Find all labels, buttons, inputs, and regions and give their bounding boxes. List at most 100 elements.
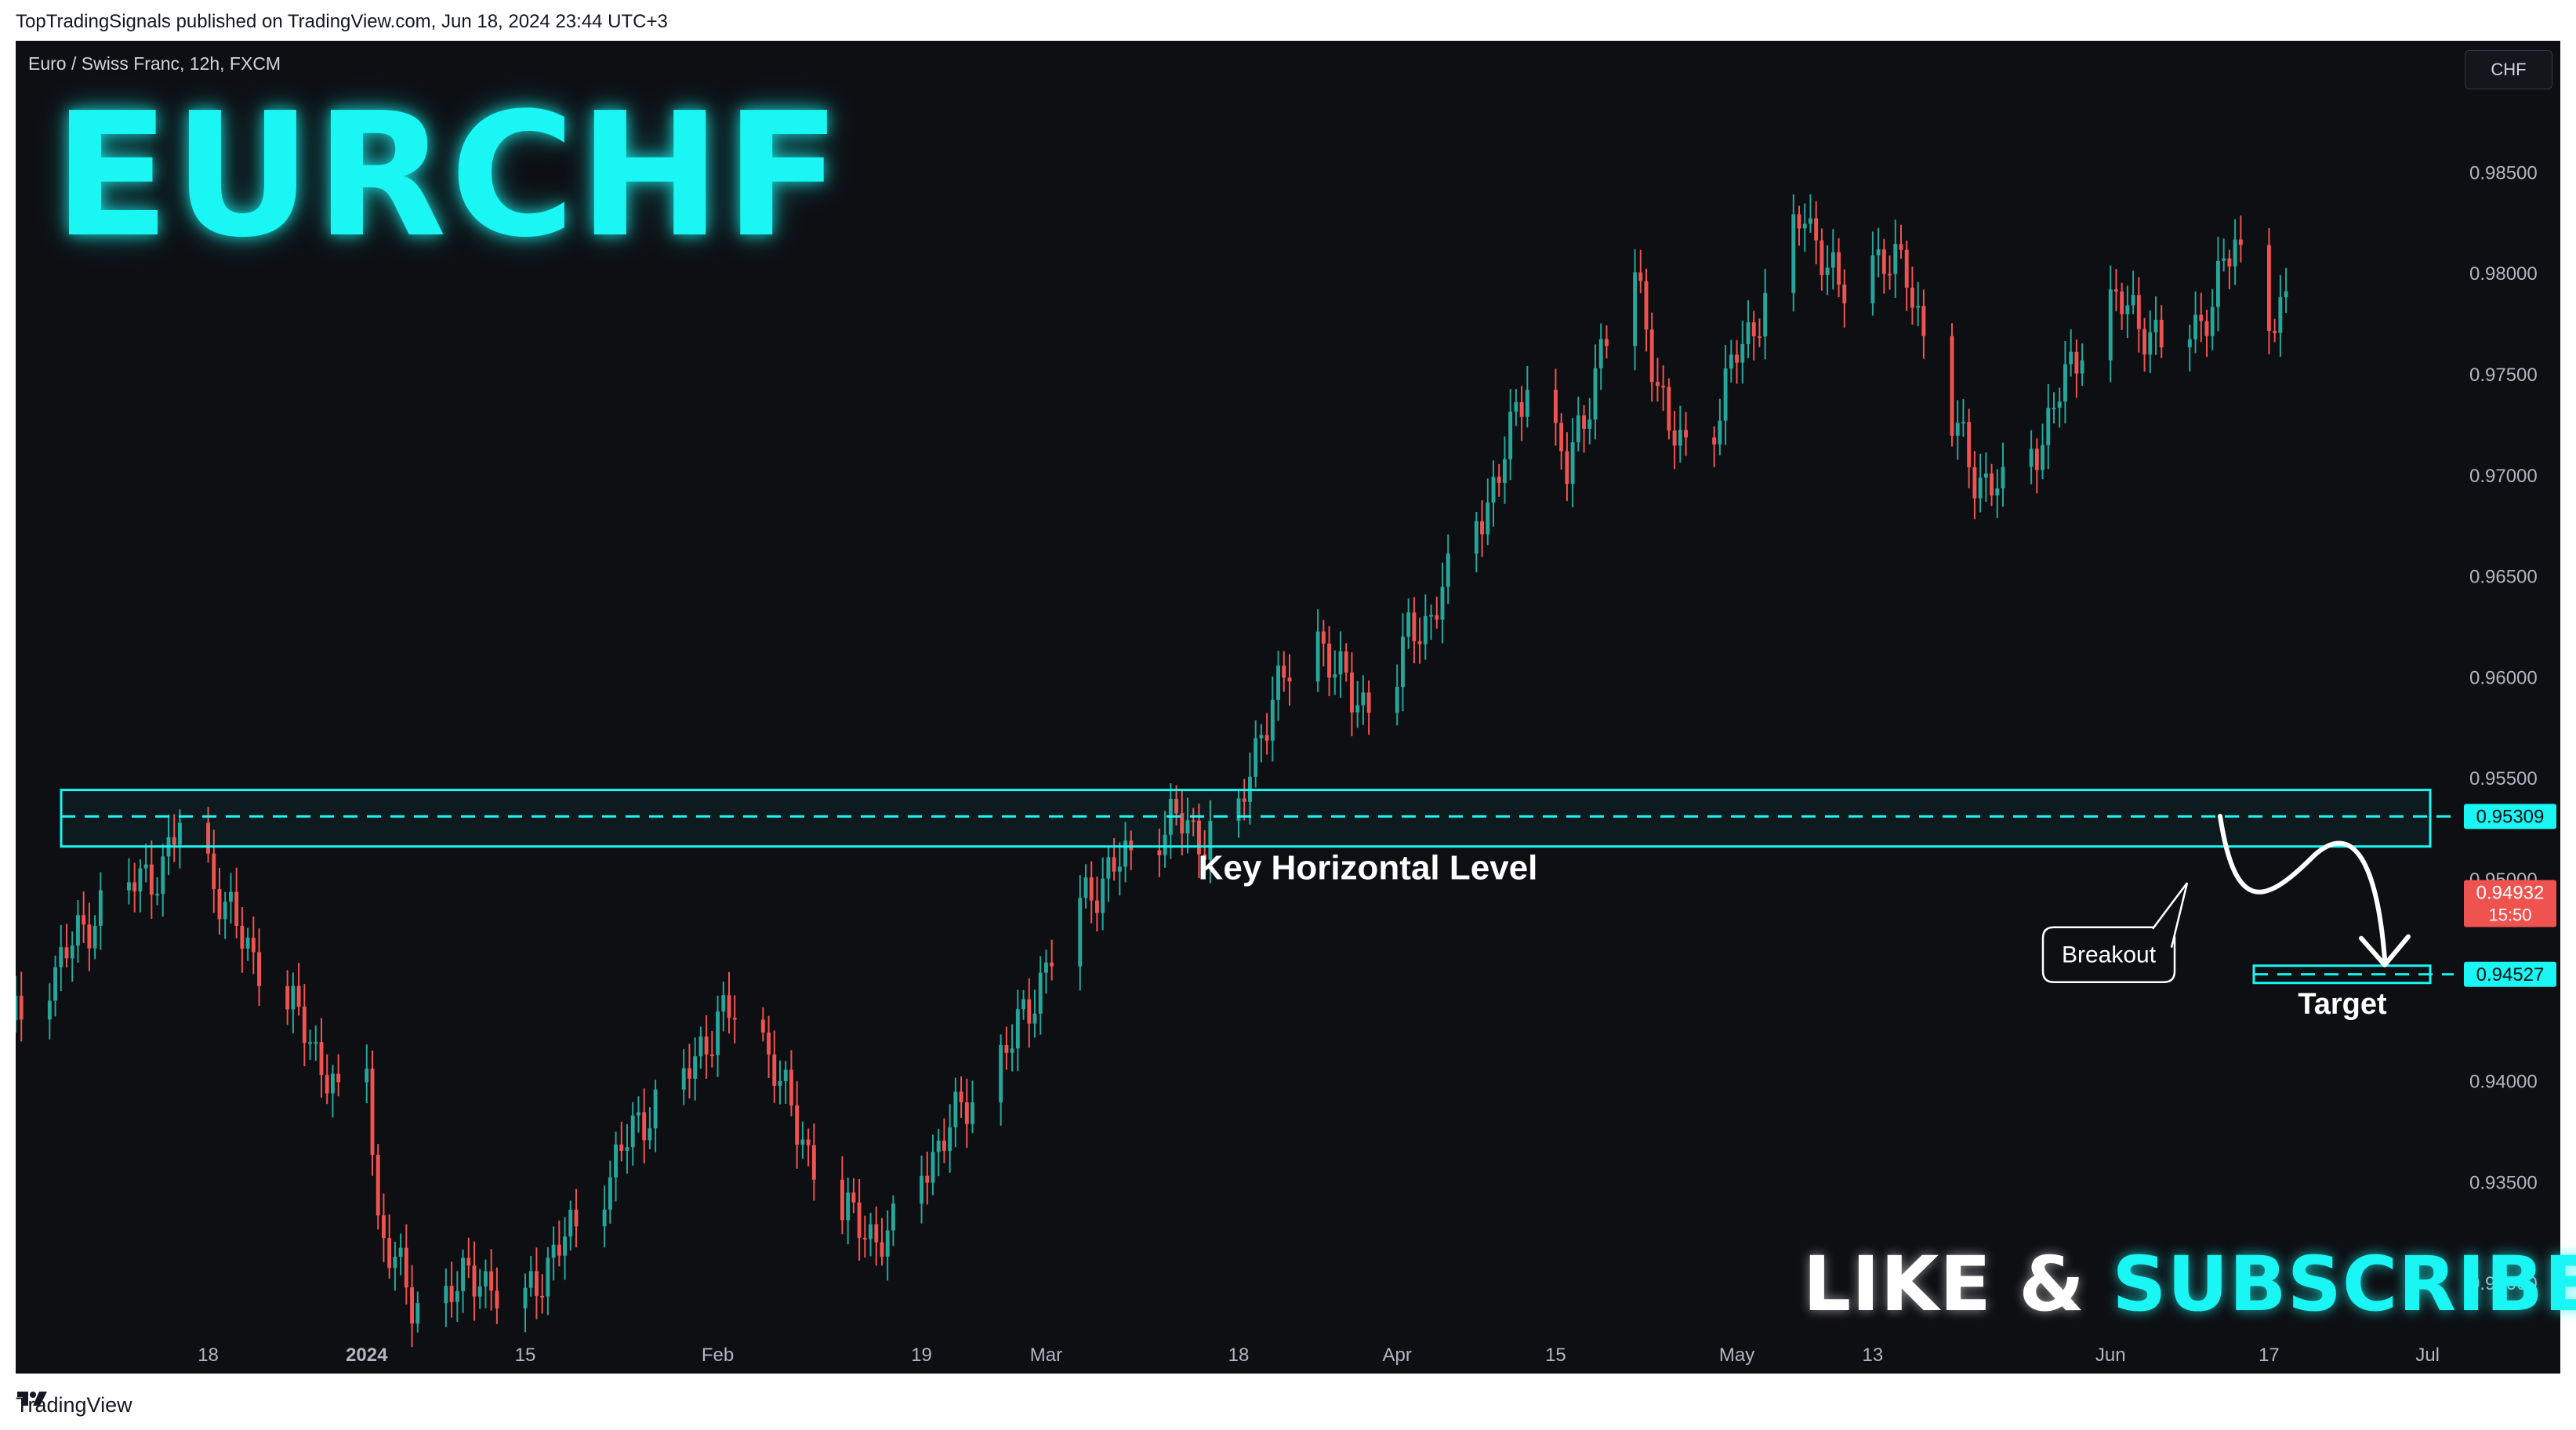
candle-body — [1870, 255, 1875, 303]
candle-body — [1921, 306, 1926, 336]
footer-brand[interactable]: TradingView — [16, 1389, 132, 1421]
candle-body — [93, 925, 97, 949]
candle-body — [1321, 631, 1326, 644]
candle-body — [1117, 866, 1122, 872]
candle-body — [931, 1152, 935, 1183]
candle-body — [1208, 820, 1213, 860]
subscribe-text: SUBSCRIBE — [2112, 1240, 2576, 1328]
candle-body — [1412, 612, 1417, 641]
candle-body — [2215, 260, 2220, 307]
candle-body — [449, 1286, 454, 1302]
candle-body — [2210, 307, 2215, 336]
candle-body — [767, 1033, 771, 1055]
candle-body — [2057, 401, 2062, 408]
candle-body — [2052, 408, 2056, 410]
candle-body — [483, 1271, 488, 1287]
candle-body — [642, 1112, 647, 1141]
candle-body — [1888, 274, 1892, 276]
candle-body — [404, 1247, 408, 1287]
candle-body — [1101, 878, 1105, 913]
candle-body — [1633, 272, 1638, 347]
candle-body — [149, 864, 154, 895]
y-tick-label: 0.95500 — [2469, 768, 2538, 789]
candle-body — [1174, 799, 1179, 814]
candle-body — [2227, 258, 2232, 267]
candle-body — [1791, 214, 1796, 293]
candle-body — [489, 1271, 494, 1291]
candle-body — [540, 1295, 545, 1298]
candle-body — [936, 1140, 941, 1152]
candle-body — [1078, 898, 1083, 967]
candle-body — [925, 1175, 930, 1183]
candle-body — [857, 1202, 862, 1238]
candle-body — [1604, 339, 1609, 347]
candle-body — [319, 1042, 324, 1076]
candle-body — [778, 1080, 782, 1086]
candle-body — [1185, 820, 1190, 834]
candle-body — [132, 882, 137, 892]
candle-body — [557, 1244, 561, 1256]
candle-body — [1038, 972, 1043, 1014]
candle-body — [1349, 672, 1354, 713]
candle-body — [681, 1068, 686, 1090]
candle-body — [461, 1258, 466, 1291]
candle-body — [1757, 336, 1761, 338]
key-level-zone — [60, 789, 2432, 848]
candle-body — [1486, 502, 1490, 535]
candle-body — [1264, 735, 1269, 741]
candle-body — [336, 1073, 341, 1083]
candle-body — [1497, 477, 1501, 483]
key-level-price-tag — [2464, 804, 2556, 829]
candle-body — [291, 985, 296, 1010]
candle-body — [800, 1139, 805, 1145]
candle-body — [789, 1069, 793, 1106]
candle-body — [2131, 295, 2135, 306]
candle-body — [1978, 477, 1983, 499]
candle-body — [138, 868, 143, 892]
currency-chip[interactable]: CHF — [2465, 50, 2552, 89]
candle-body — [1191, 820, 1195, 822]
chart-frame: Key Horizontal Level Target Breakout 0.930… — [16, 41, 2576, 1374]
candle-body — [1429, 615, 1434, 617]
x-tick-label: 19 — [911, 1345, 932, 1366]
candle-body — [1203, 854, 1207, 860]
candle-body — [2113, 289, 2118, 292]
candle-body — [285, 985, 290, 1010]
candle-body — [1163, 834, 1167, 855]
candle-body — [1559, 423, 1564, 452]
candle-body — [1094, 900, 1099, 913]
candle-body — [608, 1177, 612, 1210]
candle-body — [155, 894, 160, 896]
candle-body — [1015, 1009, 1020, 1049]
candle-body — [240, 925, 245, 949]
candle-body — [999, 1045, 1003, 1103]
candle-body — [2041, 445, 2045, 470]
candle-body — [1950, 336, 1954, 436]
price-chart[interactable]: Key Horizontal Level Target Breakout 0.930… — [16, 41, 2560, 1374]
candle-body — [2187, 339, 2192, 347]
candle-body — [1361, 692, 1366, 706]
candle-body — [840, 1179, 844, 1221]
candle-body — [223, 902, 227, 920]
publisher-line: TopTradingSignals published on TradingVi… — [16, 11, 668, 32]
target-price-tag — [2464, 961, 2556, 987]
candle-body — [161, 856, 165, 895]
candle-body — [891, 1203, 895, 1231]
candle-body — [1910, 287, 1914, 308]
x-tick-label: Apr — [1383, 1345, 1412, 1366]
candle-body — [1270, 699, 1275, 741]
candle-body — [2238, 239, 2243, 245]
candle-body — [1089, 877, 1094, 901]
candle-body — [393, 1257, 397, 1268]
candle-body — [1196, 820, 1201, 855]
candle-body — [1684, 430, 1689, 437]
candle-body — [636, 1112, 640, 1116]
candle-body — [721, 995, 726, 1012]
candle-body — [625, 1147, 629, 1151]
symbol-line: Euro / Swiss Franc, 12h, FXCM — [28, 53, 281, 74]
candle-body — [942, 1140, 946, 1151]
candle-body — [1893, 244, 1898, 274]
candle-body — [2148, 332, 2153, 355]
target-price-tag-text: 0.94527 — [2476, 964, 2545, 985]
key-level-price-tag-text: 0.95309 — [2476, 806, 2545, 827]
